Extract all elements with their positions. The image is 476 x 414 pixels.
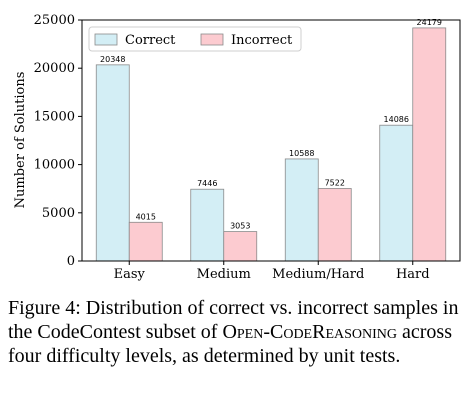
- legend-label-correct: Correct: [125, 33, 176, 48]
- x-tick-label: Medium: [197, 267, 251, 282]
- bar-value-label: 14086: [384, 115, 409, 124]
- bar-labels: 20348 4015 7446 3053 10588 7522 14086 24179: [100, 18, 442, 231]
- caption-text-after: across four difficulty levels, as determ…: [8, 321, 452, 367]
- bar-correct-hard: [379, 124, 414, 262]
- y-axis-label: Number of Solutions: [13, 72, 28, 209]
- caption-text-before: Distribution of correct vs. incorrect sa…: [8, 297, 459, 343]
- legend: Correct Incorrect: [88, 26, 302, 52]
- bar-correct-medium-hard: [284, 158, 319, 262]
- y-tick-label: 20000: [34, 61, 75, 76]
- bar-chart: 0 5000 10000 15000 20000 25000 20348 4015 7446 3…: [13, 13, 461, 282]
- bar-value-label: 24179: [417, 18, 442, 27]
- legend-label-incorrect: Incorrect: [231, 33, 293, 48]
- caption-label: Figure 4:: [8, 297, 81, 319]
- bar-value-label: 7522: [325, 178, 345, 187]
- y-tick-label: 5000: [42, 206, 75, 221]
- y-axis: 0 5000 10000 15000 20000 25000: [34, 13, 82, 269]
- y-tick-label: 0: [67, 254, 75, 269]
- bars: [95, 27, 447, 262]
- legend-swatch-incorrect: [200, 33, 224, 46]
- x-axis: Easy Medium Medium/Hard Hard: [114, 261, 430, 282]
- y-tick-label: 25000: [34, 13, 75, 28]
- bar-correct-easy: [95, 64, 130, 262]
- legend-swatch-correct: [94, 33, 118, 46]
- bar-correct-medium: [190, 188, 225, 262]
- bar-incorrect-medium: [223, 231, 258, 262]
- x-tick-label: Hard: [396, 267, 430, 282]
- figure-caption: Figure 4: Distribution of correct vs. in…: [8, 296, 472, 368]
- plot-frame: [81, 19, 461, 262]
- legend-box: [88, 26, 302, 52]
- x-tick-label: Medium/Hard: [272, 267, 364, 282]
- bar-value-label: 4015: [136, 212, 156, 221]
- bar-incorrect-easy: [128, 221, 163, 262]
- bar-incorrect-medium-hard: [317, 188, 352, 262]
- x-tick-label: Easy: [114, 267, 146, 282]
- bar-value-label: 3053: [230, 222, 250, 231]
- bar-value-label: 7446: [197, 179, 217, 188]
- y-tick-label: 15000: [34, 109, 75, 124]
- caption-dataset-name: Open-CodeReasoning: [222, 321, 397, 343]
- bar-value-label: 20348: [100, 55, 125, 64]
- y-tick-label: 10000: [34, 158, 75, 173]
- bar-incorrect-hard: [412, 27, 447, 262]
- bar-value-label: 10588: [289, 149, 314, 158]
